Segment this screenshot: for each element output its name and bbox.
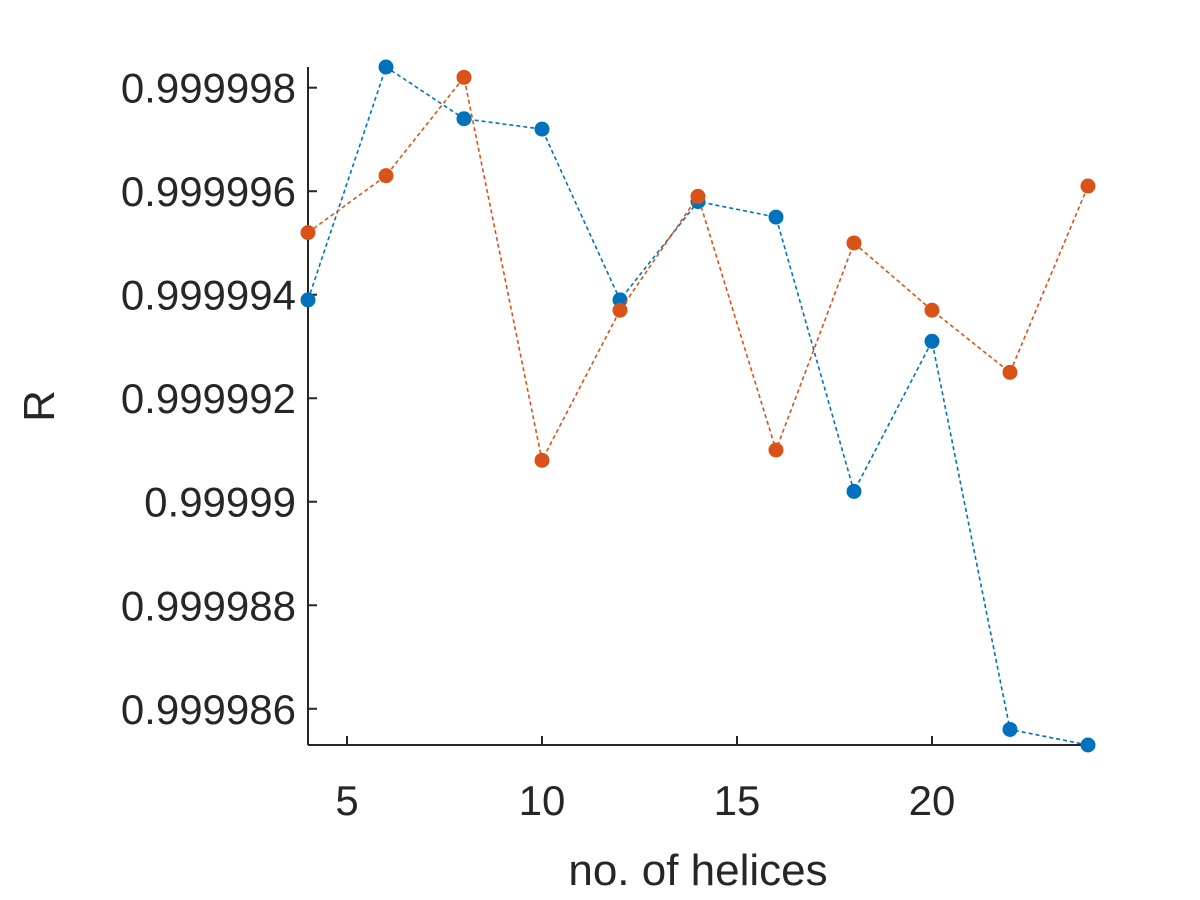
series-line xyxy=(307,65,1089,746)
data-point xyxy=(768,442,784,458)
data-point xyxy=(456,69,472,85)
y-axis-ticks: 0.999986 0.999988 0.99999 0.999992 0.999994 0… xyxy=(121,65,317,733)
data-point xyxy=(300,225,316,241)
data-point xyxy=(612,302,628,318)
data-point xyxy=(1080,178,1096,194)
series-1 xyxy=(300,59,1096,753)
x-tick-label: 20 xyxy=(909,777,956,824)
data-point xyxy=(924,302,940,318)
y-axis-label: R xyxy=(15,390,64,422)
data-point xyxy=(690,188,706,204)
x-tick-label: 15 xyxy=(714,777,761,824)
y-tick-label: 0.999996 xyxy=(121,168,296,215)
x-axis-label: no. of helices xyxy=(568,846,827,895)
data-point xyxy=(534,121,550,137)
y-tick-label: 0.999986 xyxy=(121,686,296,733)
x-tick-label: 5 xyxy=(335,777,358,824)
series-layer xyxy=(300,59,1096,753)
data-point xyxy=(378,168,394,184)
data-point xyxy=(378,59,394,75)
data-point xyxy=(534,452,550,468)
series-line xyxy=(307,75,1089,463)
y-tick-label: 0.99999 xyxy=(144,479,296,526)
data-point xyxy=(768,209,784,225)
plot-area: 0.999986 0.999988 0.99999 0.999992 0.999994 0… xyxy=(121,59,1096,824)
data-point xyxy=(1002,721,1018,737)
data-point xyxy=(1002,364,1018,380)
data-point xyxy=(846,235,862,251)
y-tick-label: 0.999988 xyxy=(121,582,296,629)
y-tick-label: 0.999992 xyxy=(121,375,296,422)
data-point xyxy=(924,333,940,349)
x-axis-ticks: 5 10 15 20 xyxy=(335,736,955,824)
series-2 xyxy=(300,69,1096,468)
x-tick-label: 10 xyxy=(519,777,566,824)
data-point xyxy=(456,111,472,127)
y-tick-label: 0.999998 xyxy=(121,65,296,112)
data-point xyxy=(300,292,316,308)
data-point xyxy=(612,292,628,308)
data-point xyxy=(846,483,862,499)
data-point xyxy=(1080,737,1096,753)
y-tick-label: 0.999994 xyxy=(121,272,296,319)
